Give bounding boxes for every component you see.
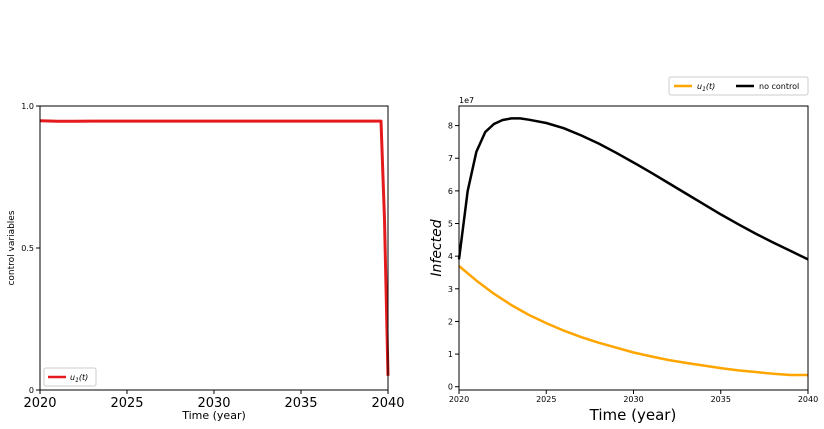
control-y-ticks: 0 0.5 1.0 [21, 102, 40, 395]
infected-x-tick-label: 2030 [623, 395, 643, 404]
infected-legend-label-control: u1(t) [697, 82, 715, 93]
infected-y-tick-label: 7 [448, 154, 453, 163]
infected-legend-subscript: 1 [702, 86, 706, 93]
control-x-tick-label: 2030 [197, 396, 230, 411]
control-y-tick-label: 0.5 [21, 244, 34, 253]
infected-y-tick-label: 3 [448, 285, 453, 294]
control-x-tick-label: 2035 [284, 396, 317, 411]
infected-y-tick-label: 5 [448, 220, 453, 229]
control-legend-box [43, 367, 97, 387]
infected-legend: u1(t) no control [668, 76, 809, 96]
infected-series-line-0 [458, 265, 808, 377]
infected-y-tick-label: 6 [448, 187, 453, 196]
control-chart-panel: 2020 2025 2030 2035 2040 0 0.5 1.0 Time (year)… [7, 102, 405, 422]
infected-legend-arg: (t) [706, 82, 715, 91]
control-y-tick-label: 1.0 [21, 102, 34, 111]
control-series-line-0 [39, 119, 390, 376]
control-x-tick-label: 2025 [110, 396, 143, 411]
control-x-tick-label: 2020 [23, 396, 56, 411]
infected-y-tick-label: 8 [448, 122, 453, 131]
infected-y-tick-label: 2 [448, 317, 453, 326]
infected-x-tick-label: 2025 [536, 395, 556, 404]
infected-chart-panel: 2020 2025 2030 2035 2040 0 1 2 3 4 5 6 7 8 1e7 Time … [429, 76, 818, 424]
infected-x-ticks: 2020 2025 2030 2035 2040 [449, 390, 818, 404]
infected-x-axis-label: Time (year) [589, 406, 677, 424]
control-plot-frame [39, 105, 389, 391]
control-x-ticks: 2020 2025 2030 2035 2040 [23, 390, 405, 411]
infected-legend-label-no-control: no control [759, 82, 799, 91]
infected-offset-text: 1e7 [459, 96, 474, 105]
infected-y-tick-label: 4 [448, 252, 453, 261]
infected-y-ticks: 0 1 2 3 4 5 6 7 8 [448, 122, 459, 392]
control-y-axis-label: control variables [7, 210, 17, 285]
infected-x-tick-label: 2040 [798, 395, 818, 404]
control-x-tick-label: 2040 [371, 396, 404, 411]
infected-series-group [457, 117, 809, 377]
control-x-axis-label: Time (year) [181, 409, 246, 422]
infected-x-tick-label: 2035 [711, 395, 731, 404]
infected-x-tick-label: 2020 [449, 395, 469, 404]
control-legend-arg: (t) [79, 373, 88, 382]
control-series-group [39, 119, 390, 376]
infected-series-line-1 [457, 117, 809, 261]
infected-y-axis-label: Infected [429, 219, 445, 276]
infected-plot-frame [458, 105, 809, 391]
control-legend-subscript: 1 [75, 377, 79, 384]
control-legend: u1(t) [43, 367, 97, 387]
infected-y-tick-label: 0 [448, 383, 453, 392]
infected-y-tick-label: 1 [448, 350, 453, 359]
control-y-tick-label: 0 [29, 386, 34, 395]
control-legend-label: u1(t) [70, 373, 88, 384]
